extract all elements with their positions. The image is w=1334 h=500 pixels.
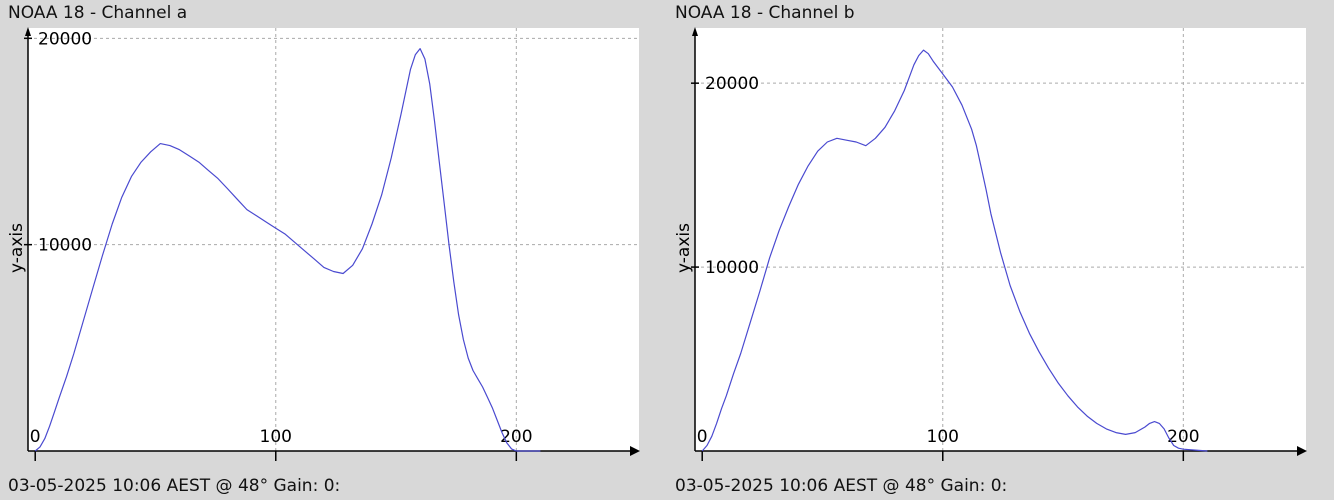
- y-tick-label: 10000: [705, 258, 759, 278]
- chart-panel-channel-a: NOAA 18 - Channel a 0 100 200 10000 20000 y-a…: [0, 0, 640, 500]
- x-tick-label: 200: [500, 427, 532, 447]
- plot-background: [28, 28, 639, 451]
- y-axis-label: y-axis: [7, 223, 27, 273]
- chart-title: NOAA 18 - Channel b: [675, 3, 855, 23]
- series-line: [34, 47, 541, 452]
- y-axis-arrow-icon: [692, 27, 698, 36]
- plot-background: [695, 28, 1306, 451]
- y-axis-label: y-axis: [674, 223, 694, 273]
- chart-plot-area: 0 100 200 10000 20000 y-axis: [674, 27, 1307, 461]
- chart-footer-status: 03-05-2025 10:06 AEST @ 48° Gain: 0:: [8, 476, 341, 496]
- x-tick-label: 100: [260, 427, 292, 447]
- series-line: [701, 49, 1208, 452]
- x-axis-arrow-icon: [1297, 446, 1307, 456]
- y-tick-label: 20000: [38, 29, 92, 49]
- chart-plot-area: 0 100 200 10000 20000 y-axis: [7, 27, 640, 461]
- y-tick-label: 20000: [705, 74, 759, 94]
- x-tick-label: 0: [30, 427, 41, 447]
- x-tick-label: 0: [697, 427, 708, 447]
- chart-footer-status: 03-05-2025 10:06 AEST @ 48° Gain: 0:: [675, 476, 1008, 496]
- x-axis-arrow-icon: [630, 446, 640, 456]
- chart-panel-channel-b: NOAA 18 - Channel b 0 100 200 10000 20000 y-a…: [667, 0, 1307, 500]
- y-tick-label: 10000: [38, 236, 92, 256]
- chart-title: NOAA 18 - Channel a: [8, 3, 188, 23]
- x-tick-label: 200: [1167, 427, 1199, 447]
- x-tick-label: 100: [927, 427, 959, 447]
- y-axis-arrow-icon: [25, 27, 31, 36]
